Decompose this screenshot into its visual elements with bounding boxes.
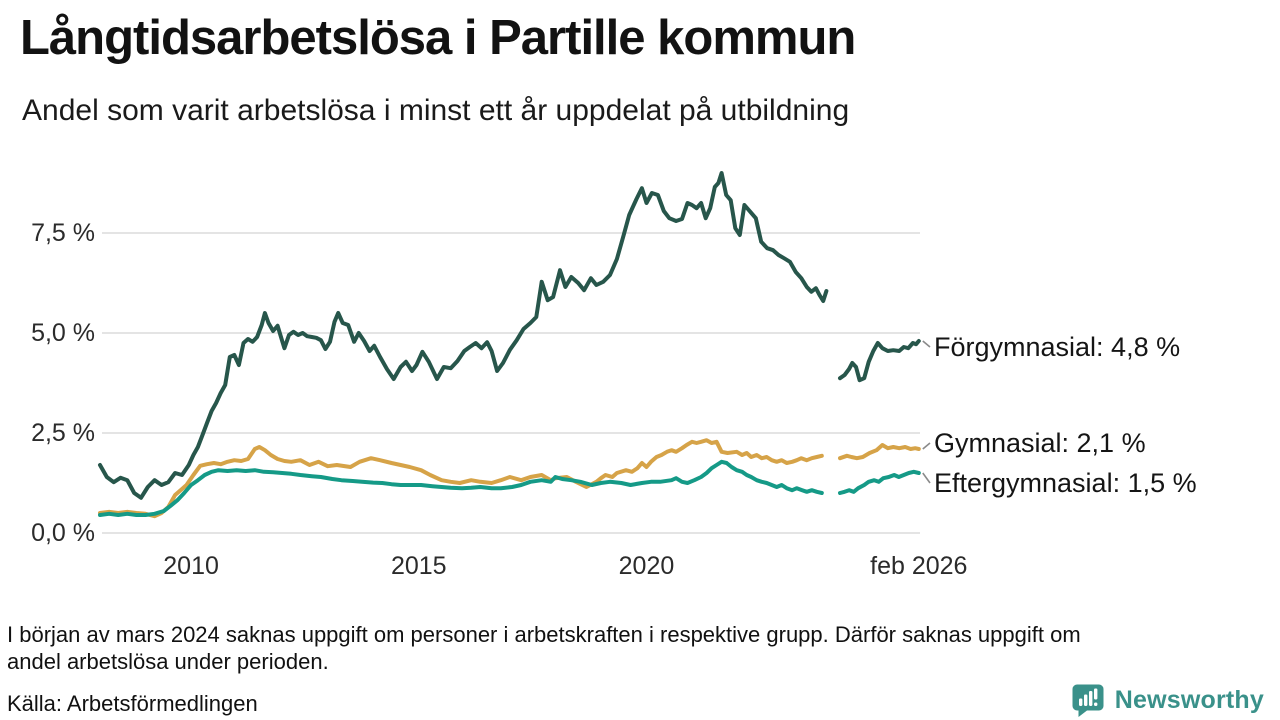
- series-line-gymnasial: [98, 438, 824, 519]
- footnote-line-2: andel arbetslösa under perioden.: [7, 649, 329, 674]
- newsworthy-logo: Newsworthy: [1070, 682, 1264, 718]
- series-line-forgymnasial: [98, 171, 829, 500]
- series-end-label-forgymnasial: Förgymnasial: 4,8 %: [934, 332, 1181, 362]
- label-connector: [922, 472, 931, 484]
- brand-name: Newsworthy: [1114, 685, 1264, 714]
- chart-subtitle: Andel som varit arbetslösa i minst ett å…: [22, 94, 850, 127]
- label-connector: [922, 442, 931, 450]
- x-axis-tick-label: 2020: [618, 552, 675, 580]
- series-line-eftergymnasial: [838, 469, 921, 495]
- footnote: I början av mars 2024 saknas uppgift om …: [7, 621, 1267, 675]
- footnote-line-1: I början av mars 2024 saknas uppgift om …: [7, 622, 1081, 647]
- series-end-label-gymnasial: Gymnasial: 2,1 %: [934, 428, 1146, 458]
- chart-title: Långtidsarbetslösa i Partille kommun: [20, 11, 856, 65]
- series-line-eftergymnasial: [98, 459, 824, 517]
- y-axis-tick-label: 2,5 %: [31, 419, 95, 447]
- y-axis-tick-label: 0,0 %: [31, 519, 95, 547]
- series-line-gymnasial: [838, 443, 921, 461]
- x-axis-tick-label: feb 2026: [870, 552, 968, 580]
- x-axis-tick-label: 2010: [163, 552, 219, 580]
- series-line-forgymnasial: [838, 339, 921, 383]
- speech-bubble-bar-chart-icon: [1072, 684, 1104, 717]
- y-axis-tick-label: 7,5 %: [31, 219, 95, 247]
- x-axis-tick-label: 2015: [390, 552, 447, 580]
- source-credit: Källa: Arbetsförmedlingen: [7, 691, 258, 716]
- y-axis-tick-label: 5,0 %: [31, 319, 95, 347]
- label-connector: [922, 340, 931, 348]
- series-end-label-eftergymnasial: Eftergymnasial: 1,5 %: [934, 468, 1197, 498]
